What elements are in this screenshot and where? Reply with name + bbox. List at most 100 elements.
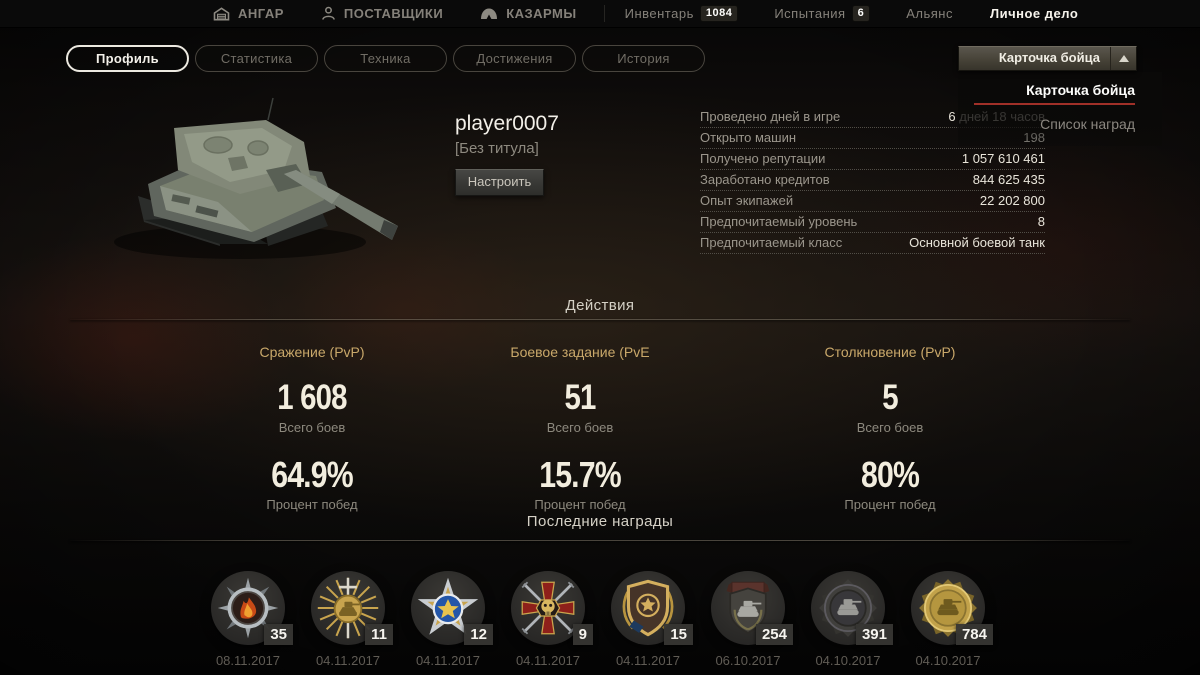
table-row: Предпочитаемый класс Основной боевой танк [700, 233, 1045, 254]
stat-value: 8 [1037, 214, 1045, 229]
nav-item-barracks[interactable]: КАЗАРМЫ [480, 6, 576, 21]
gold-spiked-tank-medal-icon [919, 579, 977, 637]
award-item[interactable]: 9 04.11.2017 [498, 571, 598, 668]
tank-render-image [68, 84, 400, 269]
inventory-count-badge: 1084 [700, 6, 738, 21]
selected-item-underline [974, 103, 1135, 105]
nav-item-label: Испытания [774, 6, 846, 21]
award-count-badge: 391 [855, 624, 893, 645]
nav-item-label: АНГАР [238, 6, 284, 21]
dropdown-item-soldier-card[interactable]: Карточка бойца [1026, 82, 1135, 98]
award-date: 04.10.2017 [815, 653, 881, 668]
award-count-badge: 9 [572, 624, 593, 645]
stat-label: Открыто машин [700, 130, 797, 145]
card-dropdown-button[interactable]: Карточка бойца [958, 46, 1137, 71]
profile-tabs: Профиль Статистика Техника Достижения Ис… [66, 45, 705, 72]
action-mode-header: Сражение (PvP) [259, 344, 365, 360]
stat-value: 844 625 435 [972, 172, 1045, 187]
dark-tank-banner-medal-icon [726, 581, 770, 634]
top-navigation-bar: АНГАР ПОСТАВЩИКИ КАЗАРМЫ Инвентарь 1084 … [0, 0, 1200, 28]
blue-star-order-medal-icon [417, 577, 479, 635]
award-date: 04.11.2017 [415, 653, 481, 668]
action-column-pvp: Сражение (PvP) 1 608 Всего боев 64.9% Пр… [162, 344, 462, 512]
award-item[interactable]: 391 04.10.2017 [798, 571, 898, 668]
chevron-up-icon [1110, 47, 1136, 70]
stat-label: Предпочитаемый уровень [700, 214, 858, 229]
award-item[interactable]: 254 06.10.2017 [698, 571, 798, 668]
award-count-badge: 12 [464, 624, 493, 645]
hangar-icon [213, 6, 230, 21]
actions-section-title: Действия [565, 297, 635, 314]
card-dropdown-menu: Карточка бойца Список наград [958, 72, 1162, 146]
award-item[interactable]: 12 04.11.2017 [398, 571, 498, 668]
table-row: Опыт экипажей 22 202 800 [700, 191, 1045, 212]
award-date: 04.11.2017 [615, 653, 681, 668]
award-item[interactable]: 35 08.11.2017 [198, 571, 298, 668]
award-item[interactable]: 784 04.10.2017 [898, 571, 998, 668]
award-date: 06.10.2017 [715, 653, 781, 668]
stat-label: Получено репутации [700, 151, 826, 166]
tab-history[interactable]: История [582, 45, 705, 72]
award-count-badge: 35 [264, 624, 293, 645]
award-date: 04.11.2017 [315, 653, 381, 668]
nav-item-label: Альянс [906, 6, 953, 21]
award-count-badge: 784 [955, 624, 993, 645]
nav-item-trials[interactable]: Испытания 6 [774, 6, 870, 21]
action-column-encounter: Столкновение (PvP) 5 Всего боев 80% Проц… [740, 344, 1040, 512]
battles-label: Всего боев [278, 420, 346, 435]
stat-value: 22 202 800 [979, 193, 1045, 208]
nav-item-label: ПОСТАВЩИКИ [343, 6, 444, 21]
flame-compass-medal-icon [217, 577, 279, 639]
nav-item-label: КАЗАРМЫ [506, 6, 577, 21]
action-column-pve: Боевое задание (PvE 51 Всего боев 15.7% … [430, 344, 730, 512]
nav-item-dossier[interactable]: Личное дело [990, 6, 1078, 21]
customize-button[interactable]: Настроить [455, 169, 544, 196]
award-item[interactable]: 15 04.11.2017 [598, 571, 698, 668]
player-title: [Без титула] [455, 140, 539, 157]
battles-label: Всего боев [856, 420, 924, 435]
award-count-badge: 11 [365, 624, 393, 645]
stat-label: Предпочитаемый класс [700, 235, 843, 250]
stat-label: Опыт экипажей [700, 193, 794, 208]
battles-count: 51 [564, 378, 596, 417]
tab-achievements[interactable]: Достижения [453, 45, 576, 72]
winrate-label: Процент побед [534, 497, 626, 512]
table-row: Получено репутации 1 057 610 461 [700, 149, 1045, 170]
nav-item-inventory[interactable]: Инвентарь 1084 [625, 6, 738, 21]
winrate-label: Процент побед [844, 497, 936, 512]
table-row: Заработано кредитов 844 625 435 [700, 170, 1045, 191]
section-divider [70, 319, 1130, 320]
gold-sunburst-sword-medal-icon [317, 577, 379, 639]
tab-profile[interactable]: Профиль [66, 45, 189, 72]
award-count-badge: 254 [755, 624, 793, 645]
card-dropdown-label: Карточка бойца [998, 50, 1100, 65]
nav-item-alliance[interactable]: Альянс [906, 6, 953, 21]
tent-icon [480, 7, 498, 20]
nav-item-label: Инвентарь [624, 6, 694, 21]
stat-value: 1 057 610 461 [961, 151, 1045, 166]
player-name: player0007 [455, 112, 559, 135]
trials-count-badge: 6 [852, 6, 870, 21]
table-row: Предпочитаемый уровень 8 [700, 212, 1045, 233]
winrate-label: Процент побед [266, 497, 358, 512]
awards-section-title: Последние награды [526, 513, 674, 530]
red-cross-skull-medal-icon [521, 581, 575, 635]
action-mode-header: Боевое задание (PvE [510, 344, 650, 360]
nav-item-hangar[interactable]: АНГАР [213, 6, 284, 21]
battles-label: Всего боев [546, 420, 614, 435]
silver-spiked-tank-medal-icon [819, 579, 877, 637]
topbar-divider [603, 5, 605, 22]
stat-value: Основной боевой танк [909, 235, 1045, 250]
tab-vehicles[interactable]: Техника [324, 45, 447, 72]
award-item[interactable]: 11 04.11.2017 [298, 571, 398, 668]
section-divider [70, 540, 1130, 541]
tab-statistics[interactable]: Статистика [195, 45, 318, 72]
winrate-value: 15.7% [539, 454, 621, 495]
battles-count: 5 [882, 378, 898, 417]
person-icon [321, 6, 336, 21]
battles-count: 1 608 [277, 378, 347, 417]
dropdown-item-awards-list[interactable]: Список наград [1040, 116, 1135, 132]
nav-item-suppliers[interactable]: ПОСТАВЩИКИ [321, 6, 443, 21]
action-mode-header: Столкновение (PvP) [824, 344, 956, 360]
